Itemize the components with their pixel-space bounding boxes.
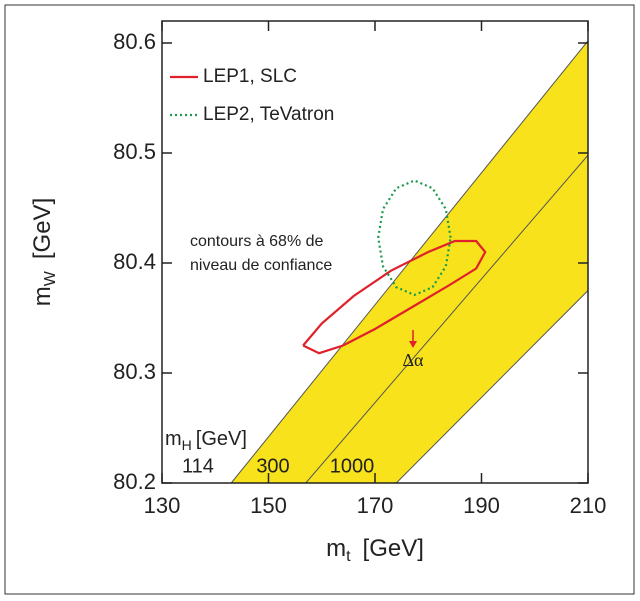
y-axis-label: mW [GeV]	[29, 198, 59, 306]
y-tick-label: 80.5	[113, 139, 156, 164]
y-tick-label: 80.2	[113, 469, 156, 494]
x-label-sub: t	[346, 548, 351, 565]
x-label-symbol: m	[326, 535, 346, 562]
band-line-label: 114	[182, 455, 214, 477]
x-label-unit: [GeV]	[363, 535, 424, 562]
y-label-unit: [GeV]	[29, 198, 56, 259]
band-line	[305, 154, 588, 483]
y-tick-label: 80.3	[113, 359, 156, 384]
legend-label: LEP2, TeVatron	[203, 104, 334, 125]
band-line	[395, 290, 588, 483]
x-tick-label: 150	[250, 493, 287, 518]
annotation: niveau de confiance	[190, 257, 332, 274]
band-line-label: 1000	[330, 455, 375, 477]
band-label: mH [GeV]	[165, 428, 247, 452]
band-line-label: 300	[256, 455, 289, 477]
x-tick-label: 130	[144, 493, 181, 518]
band	[231, 21, 588, 483]
band-label-unit: [GeV]	[196, 428, 247, 450]
shift-arrowhead	[409, 341, 417, 348]
contour	[377, 179, 452, 297]
band-label-symbol: m	[165, 428, 182, 450]
x-tick-label: 210	[570, 493, 607, 518]
contour	[302, 239, 487, 355]
x-tick-label: 190	[463, 493, 500, 518]
x-axis-label: mt [GeV]	[326, 535, 424, 565]
frame	[4, 4, 635, 595]
x-tick-label: 170	[357, 493, 394, 518]
y-tick-label: 80.4	[113, 249, 156, 274]
y-label-sub: W	[42, 270, 59, 286]
band-label-sub: H	[182, 437, 192, 453]
y-label-symbol: m	[29, 286, 56, 306]
annotation: contours à 68% de	[190, 233, 324, 250]
legend-label: LEP1, SLC	[203, 66, 297, 87]
shift-label: Δα	[402, 350, 424, 370]
y-tick-label: 80.6	[113, 29, 156, 54]
